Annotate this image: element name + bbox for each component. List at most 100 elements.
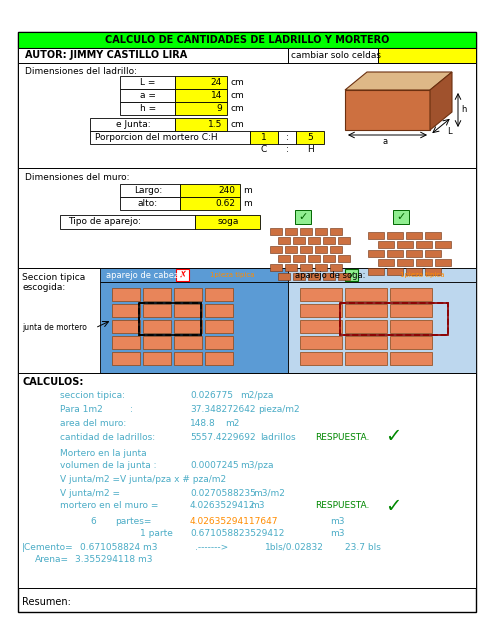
Text: m3/m2: m3/m2 xyxy=(253,488,285,497)
Text: cambiar solo celdas: cambiar solo celdas xyxy=(291,51,381,60)
Bar xyxy=(390,336,432,349)
Bar xyxy=(293,255,305,262)
Text: escogida:: escogida: xyxy=(22,284,65,292)
Bar xyxy=(338,237,350,244)
Text: H: H xyxy=(307,145,313,154)
Text: Porporcion del mortero C:H: Porporcion del mortero C:H xyxy=(95,133,218,142)
Bar xyxy=(120,102,175,115)
Bar xyxy=(180,184,240,197)
Text: Tipo de aparejo:: Tipo de aparejo: xyxy=(68,218,141,227)
Text: ✓: ✓ xyxy=(385,497,401,515)
Bar xyxy=(112,352,140,365)
Bar xyxy=(345,304,387,317)
Bar xyxy=(340,303,448,335)
Text: Para 1m2: Para 1m2 xyxy=(60,404,103,413)
Bar xyxy=(18,373,476,588)
Text: ✓: ✓ xyxy=(396,212,406,222)
Bar xyxy=(139,303,201,335)
Bar xyxy=(90,118,175,131)
Bar xyxy=(330,246,342,253)
Text: RESPUESTA.: RESPUESTA. xyxy=(315,502,370,511)
Text: 1.5: 1.5 xyxy=(207,120,222,129)
Text: 0.62: 0.62 xyxy=(215,199,235,208)
Text: 4.0263529412: 4.0263529412 xyxy=(190,502,255,511)
Bar xyxy=(18,268,476,373)
Text: :: : xyxy=(286,133,288,142)
Bar xyxy=(397,241,413,248)
Text: m3/pza: m3/pza xyxy=(240,461,274,470)
Bar xyxy=(120,197,180,210)
Bar xyxy=(120,89,175,102)
Bar xyxy=(323,237,335,244)
Bar xyxy=(378,48,476,63)
Text: mortero en el muro =: mortero en el muro = xyxy=(60,502,159,511)
Text: 0.026775: 0.026775 xyxy=(190,392,233,401)
Text: 240: 240 xyxy=(218,186,235,195)
Bar xyxy=(330,228,342,235)
Bar xyxy=(300,288,342,301)
Bar xyxy=(390,304,432,317)
Text: junta de mortero: junta de mortero xyxy=(22,323,87,333)
Bar xyxy=(378,259,394,266)
Bar xyxy=(175,89,227,102)
Bar xyxy=(180,197,240,210)
Bar xyxy=(143,336,171,349)
Text: area del muro:: area del muro: xyxy=(60,419,126,429)
Bar xyxy=(323,273,335,280)
Text: 5557.4229692: 5557.4229692 xyxy=(190,433,255,442)
Bar xyxy=(416,259,432,266)
Bar xyxy=(90,131,250,144)
Text: alto:: alto: xyxy=(138,199,158,208)
Text: 1 parte: 1 parte xyxy=(140,529,173,538)
Text: 148.8: 148.8 xyxy=(190,419,216,429)
Text: 1bls/0.02832: 1bls/0.02832 xyxy=(265,543,324,552)
Bar xyxy=(285,246,297,253)
Text: Largo:: Largo: xyxy=(134,186,162,195)
Bar xyxy=(315,264,327,271)
Text: cm: cm xyxy=(230,78,244,87)
Bar xyxy=(18,63,476,168)
Text: cm: cm xyxy=(230,91,244,100)
Bar xyxy=(435,259,451,266)
Bar xyxy=(323,255,335,262)
Text: seccion tipica:: seccion tipica: xyxy=(60,392,125,401)
Text: 3.355294118 m3: 3.355294118 m3 xyxy=(75,556,153,564)
Text: cm: cm xyxy=(230,104,244,113)
Bar xyxy=(425,232,441,239)
Bar xyxy=(308,273,320,280)
Bar xyxy=(174,336,202,349)
Text: Arena=: Arena= xyxy=(35,556,69,564)
Text: m: m xyxy=(243,199,252,208)
Bar xyxy=(406,268,422,275)
Bar xyxy=(390,288,432,301)
Bar xyxy=(278,255,290,262)
Bar xyxy=(205,304,233,317)
Bar xyxy=(295,210,311,224)
Bar xyxy=(390,352,432,365)
Bar xyxy=(18,32,476,48)
Bar xyxy=(416,241,432,248)
Bar xyxy=(308,237,320,244)
Bar xyxy=(120,184,180,197)
Bar xyxy=(345,336,387,349)
Text: 1pieza tipica: 1pieza tipica xyxy=(210,272,254,278)
Polygon shape xyxy=(345,72,452,90)
Bar xyxy=(296,131,324,144)
Text: 0.671058824 m3: 0.671058824 m3 xyxy=(80,543,158,552)
Bar xyxy=(205,336,233,349)
Text: cantidad de ladrillos:: cantidad de ladrillos: xyxy=(60,433,155,442)
Bar xyxy=(378,241,394,248)
Bar xyxy=(270,228,282,235)
Bar xyxy=(120,76,175,89)
Text: ✓: ✓ xyxy=(298,212,308,222)
Bar xyxy=(406,250,422,257)
Bar xyxy=(425,268,441,275)
Text: h =: h = xyxy=(140,104,156,113)
Bar xyxy=(112,336,140,349)
Text: a =: a = xyxy=(140,91,156,100)
Bar xyxy=(300,246,312,253)
Bar xyxy=(368,268,384,275)
Bar xyxy=(100,268,288,282)
Text: ladrillos: ladrillos xyxy=(260,433,295,442)
Bar xyxy=(330,264,342,271)
